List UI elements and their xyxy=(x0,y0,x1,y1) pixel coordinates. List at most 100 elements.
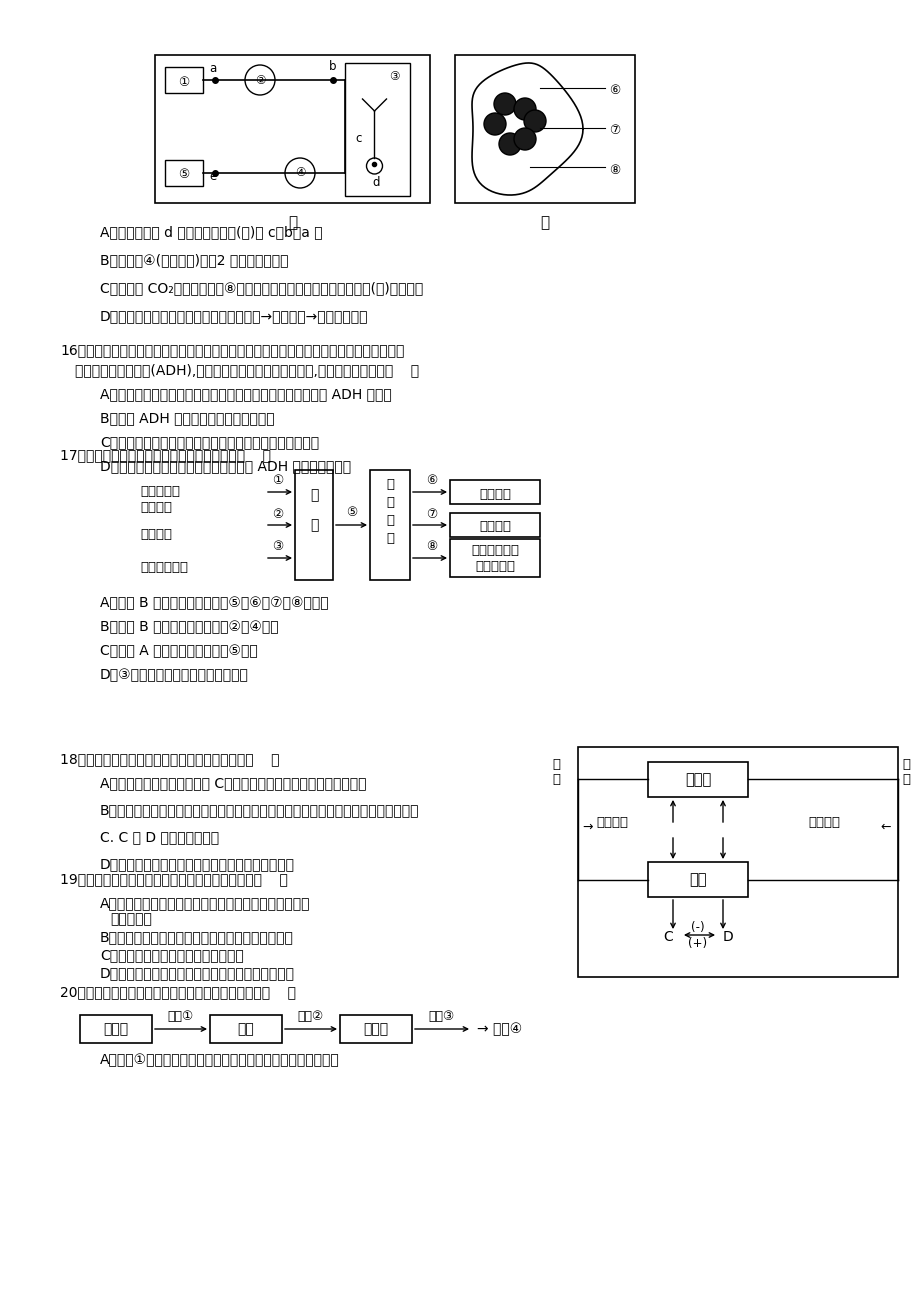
Text: 16．下丘脑下部具有感受血液中溶质浓度的感受器，一旦浓度升高，这些感受器便刺激垂体: 16．下丘脑下部具有感受血液中溶质浓度的感受器，一旦浓度升高，这些感受器便刺激垂… xyxy=(60,342,404,357)
Text: C．图乙中 CO₂浓度最高处在⑧，该结构的作用是为神经兴奋的传导(递)提供能量: C．图乙中 CO₂浓度最高处在⑧，该结构的作用是为神经兴奋的传导(递)提供能量 xyxy=(100,281,423,296)
Text: 血糖上升: 血糖上升 xyxy=(596,816,628,829)
Text: ④: ④ xyxy=(294,167,305,180)
Text: ①: ① xyxy=(272,474,283,487)
Circle shape xyxy=(498,133,520,155)
Text: ③: ③ xyxy=(389,70,399,83)
Text: 20．下图为激素分泌调节示意图；其中说法错误的是（    ）: 20．下图为激素分泌调节示意图；其中说法错误的是（ ） xyxy=(60,986,296,999)
Bar xyxy=(449,513,539,536)
Text: D．图乙突触小体的兴奋传导形式有电信号→化学信号→电信号的转变: D．图乙突触小体的兴奋传导形式有电信号→化学信号→电信号的转变 xyxy=(100,309,369,323)
Text: 下丘脑: 下丘脑 xyxy=(103,1022,129,1036)
Text: D．能使尿量增加的药物可能是通过抑制 ADH 的分泌而起作用: D．能使尿量增加的药物可能是通过抑制 ADH 的分泌而起作用 xyxy=(100,460,351,473)
Text: ②: ② xyxy=(272,508,283,521)
Bar xyxy=(80,1016,152,1043)
Text: ②: ② xyxy=(255,73,265,86)
Text: 胞: 胞 xyxy=(386,531,393,544)
Text: c: c xyxy=(355,132,361,145)
Bar xyxy=(340,1016,412,1043)
Text: (-): (-) xyxy=(690,922,704,935)
Text: 糖: 糖 xyxy=(310,518,318,533)
Text: 下丘脑: 下丘脑 xyxy=(684,772,710,786)
Text: 神
经: 神 经 xyxy=(901,758,909,786)
Text: 组: 组 xyxy=(386,479,393,491)
Text: 胰岛: 胰岛 xyxy=(688,872,706,887)
Text: 转化成脂肪、: 转化成脂肪、 xyxy=(471,543,518,556)
Circle shape xyxy=(514,128,536,150)
Text: 神
经: 神 经 xyxy=(551,758,560,786)
Text: D．③过程可发生在肌肉、肘脏细胞中: D．③过程可发生在肌肉、肘脏细胞中 xyxy=(100,668,249,682)
Bar xyxy=(345,62,410,197)
Text: b: b xyxy=(329,60,336,73)
Text: B．血糖下降刺激下丘脑，通过神经支配胰岛分泌从而使血糖上升的过程属于神经调节: B．血糖下降刺激下丘脑，通过神经支配胰岛分泌从而使血糖上升的过程属于神经调节 xyxy=(100,803,419,816)
Bar xyxy=(165,160,203,186)
Text: 消化吸收: 消化吸收 xyxy=(140,501,172,514)
Text: B．图甲中④(神经中枢)内有2 个完整突触结构: B．图甲中④(神经中枢)内有2 个完整突触结构 xyxy=(100,253,289,267)
Text: 甲: 甲 xyxy=(288,215,297,230)
Text: C: C xyxy=(663,930,672,944)
Text: 血糖下降: 血糖下降 xyxy=(807,816,839,829)
Circle shape xyxy=(524,109,545,132)
Text: ⑧: ⑧ xyxy=(425,540,437,553)
Bar xyxy=(455,55,634,203)
Text: (+): (+) xyxy=(687,937,707,950)
Text: D．产热增加，散热减少，使皮肤表面温度比平时高: D．产热增加，散热减少，使皮肤表面温度比平时高 xyxy=(100,966,295,980)
Text: 甲状腺: 甲状腺 xyxy=(363,1022,388,1036)
Text: 激素①: 激素① xyxy=(167,1009,194,1022)
Text: 垂体: 垂体 xyxy=(237,1022,254,1036)
Text: C．胰岛 A 细胞分泌的激素促进⑤过程: C．胰岛 A 细胞分泌的激素促进⑤过程 xyxy=(100,644,257,658)
Text: 氧化分解: 氧化分解 xyxy=(479,487,510,500)
Text: ⑦: ⑦ xyxy=(608,124,620,137)
Text: ⑧: ⑧ xyxy=(608,164,620,177)
Text: 乙: 乙 xyxy=(539,215,549,230)
Text: C．汗腐分泌减少，汗液蒸发散热减少: C．汗腐分泌减少，汗液蒸发散热减少 xyxy=(100,948,244,962)
Text: A．图甲中刺激 d 点，兴奋将传导(递)至 c、b、a 点: A．图甲中刺激 d 点，兴奋将传导(递)至 c、b、a 点 xyxy=(100,225,323,240)
Text: 某些氨基酸: 某些氨基酸 xyxy=(474,560,515,573)
Text: A．激素①只作用于垂体，激素由内分泌腺产生后通过体液运输: A．激素①只作用于垂体，激素由内分泌腺产生后通过体液运输 xyxy=(100,1053,339,1068)
Text: 激素③: 激素③ xyxy=(428,1009,455,1022)
Bar xyxy=(295,470,333,579)
Text: A．皮肤毛细血管收缩，流经皮肤的血流量减小，皮肤直: A．皮肤毛细血管收缩，流经皮肤的血流量减小，皮肤直 xyxy=(100,896,311,910)
Bar xyxy=(577,747,897,976)
Text: C. C 与 D 表现为拮抗作用: C. C 与 D 表现为拮抗作用 xyxy=(100,829,219,844)
Text: 后叶释放抗利尿激素(ADH),作用是增加肾小管对水的重吸收,下列叙述错误的是（    ）: 后叶释放抗利尿激素(ADH),作用是增加肾小管对水的重吸收,下列叙述错误的是（ … xyxy=(75,363,419,378)
Text: 17．下列有关糖代谢及其调节的叙述正确的是（    ）: 17．下列有关糖代谢及其调节的叙述正确的是（ ） xyxy=(60,448,271,462)
Text: A．血糖升高可直接刺激胰岛 C，从而使血糖降低的过程属于体液调节: A．血糖升高可直接刺激胰岛 C，从而使血糖降低的过程属于体液调节 xyxy=(100,776,366,790)
Text: ⑤: ⑤ xyxy=(346,506,357,519)
Text: ←: ← xyxy=(879,820,891,833)
Text: ③: ③ xyxy=(272,540,283,553)
Text: A．抗利尿激素使靶细胞吸水能力增强，而大量喝水可以增加 ADH 的释放: A．抗利尿激素使靶细胞吸水能力增强，而大量喝水可以增加 ADH 的释放 xyxy=(100,387,391,401)
Text: →: → xyxy=(582,820,593,833)
Text: 合成糖原: 合成糖原 xyxy=(479,521,510,534)
Text: → 激素④: → 激素④ xyxy=(476,1022,522,1036)
Text: 血: 血 xyxy=(310,488,318,503)
Bar xyxy=(449,480,539,504)
Bar xyxy=(647,762,747,797)
Text: d: d xyxy=(372,176,380,189)
Text: 激素②: 激素② xyxy=(298,1009,323,1022)
Bar xyxy=(154,55,429,203)
Bar xyxy=(647,862,747,897)
Bar xyxy=(369,470,410,579)
Text: a: a xyxy=(210,61,216,74)
Text: ①: ① xyxy=(178,76,189,89)
Text: C．细胞外液中溶质浓度的降低，会使垂体受到的刺激减弱: C．细胞外液中溶质浓度的降低，会使垂体受到的刺激减弱 xyxy=(100,435,319,449)
Text: 食物中糖类: 食物中糖类 xyxy=(140,486,180,497)
Bar xyxy=(449,539,539,577)
Text: ⑦: ⑦ xyxy=(425,508,437,521)
Text: 糖原分解: 糖原分解 xyxy=(140,529,172,542)
Text: ⑤: ⑤ xyxy=(178,168,189,181)
Circle shape xyxy=(494,92,516,115)
Text: 18．如图为血糖的生理调节过程，判断错误的是（    ）: 18．如图为血糖的生理调节过程，判断错误的是（ ） xyxy=(60,753,279,766)
Text: ⑥: ⑥ xyxy=(608,83,620,96)
Text: B．胰岛 B 细胞分泌的激素抑制②、④过程: B．胰岛 B 细胞分泌的激素抑制②、④过程 xyxy=(100,620,278,634)
Text: D．血糖平衡是神经调节与体液调节共同作用的结果: D．血糖平衡是神经调节与体液调节共同作用的结果 xyxy=(100,857,295,871)
Text: ⑥: ⑥ xyxy=(425,474,437,487)
Text: A．胰岛 B 细胞分泌的激素促进⑤、⑥、⑦、⑧等过程: A．胰岛 B 细胞分泌的激素促进⑤、⑥、⑦、⑧等过程 xyxy=(100,596,328,611)
Circle shape xyxy=(514,98,536,120)
Text: 细: 细 xyxy=(386,513,393,526)
Text: 接散热减少: 接散热减少 xyxy=(110,911,152,926)
Text: e: e xyxy=(210,171,216,184)
Text: D: D xyxy=(721,930,732,944)
Text: 织: 织 xyxy=(386,496,393,509)
Circle shape xyxy=(483,113,505,135)
Bar xyxy=(210,1016,282,1043)
